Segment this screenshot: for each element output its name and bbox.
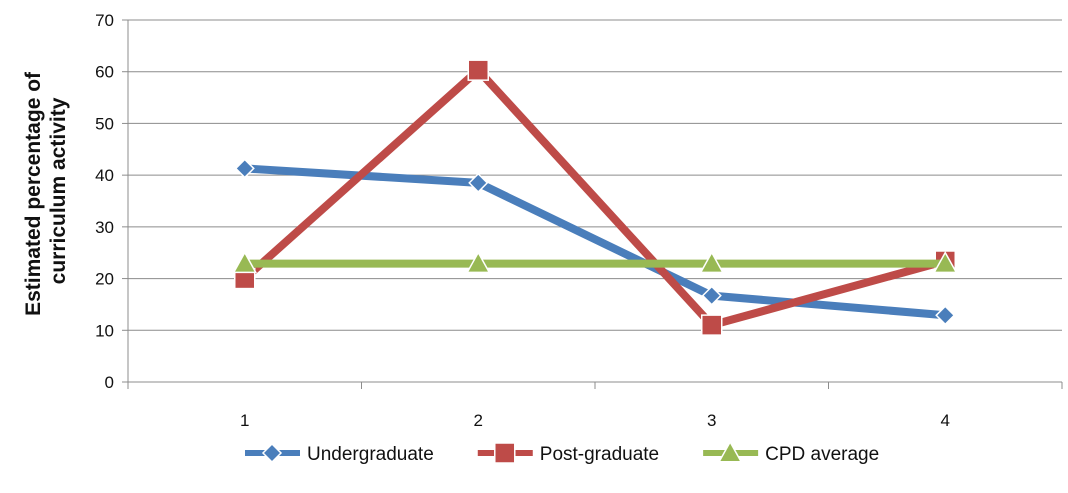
y-tick-label: 20 (95, 270, 114, 289)
x-tick-label: 2 (474, 411, 483, 430)
triangle-marker (699, 251, 725, 274)
y-axis-label: Estimated percentage of curriculum activ… (22, 66, 70, 316)
y-tick-label: 60 (95, 63, 114, 82)
diamond-marker (234, 158, 255, 179)
y-tick-labels: 0 10 20 30 40 50 60 70 (95, 11, 114, 392)
legend-item: CPD average (703, 440, 879, 465)
series-post-graduate (234, 59, 956, 336)
legend-diamond-icon (261, 442, 283, 464)
square-marker (701, 314, 723, 336)
diamond-marker (935, 305, 956, 326)
diamond-marker (468, 172, 489, 193)
series-cpd-average (232, 251, 958, 274)
x-tick-labels: 1 2 3 4 (240, 411, 950, 430)
series-lines (232, 59, 958, 336)
x-tick-label: 1 (240, 411, 249, 430)
legend-label: Post-graduate (540, 444, 659, 465)
y-tick-label: 0 (105, 373, 114, 392)
diamond-marker (701, 285, 722, 306)
x-tick-label: 4 (941, 411, 950, 430)
square-marker (467, 59, 489, 81)
y-tick-label: 10 (95, 321, 114, 340)
legend-label: Undergraduate (307, 444, 434, 465)
y-axis-label-line-2: curriculum activity (47, 97, 70, 284)
y-tick-label: 40 (95, 166, 114, 185)
y-tick-label: 30 (95, 218, 114, 237)
gridlines (128, 19, 1062, 331)
legend-triangle-icon (717, 440, 743, 463)
y-tick-label: 50 (95, 114, 114, 133)
y-axis-label-line-1: Estimated percentage of (22, 71, 45, 316)
triangle-marker (465, 251, 491, 274)
legend-item: Post-graduate (477, 442, 659, 465)
axes (122, 19, 1063, 389)
legend-square-icon (494, 442, 516, 464)
y-tick-label: 70 (95, 11, 114, 30)
legend: Undergraduate Post-graduate CPD average (245, 440, 879, 465)
series-line (240, 66, 950, 330)
series-undergraduate (234, 158, 956, 326)
triangle-marker (932, 251, 958, 274)
legend-label: CPD average (765, 444, 879, 465)
x-tick-label: 3 (707, 411, 716, 430)
triangle-marker (232, 251, 258, 274)
legend-item: Undergraduate (245, 442, 434, 465)
